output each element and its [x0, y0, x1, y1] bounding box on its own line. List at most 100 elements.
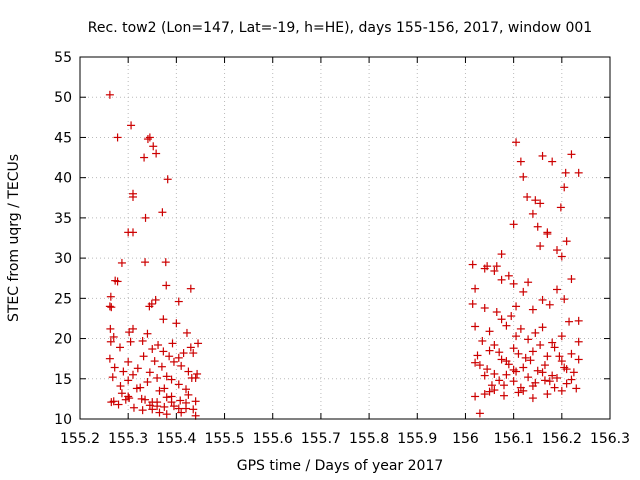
data-point	[117, 389, 126, 398]
data-point	[536, 242, 545, 251]
data-point	[143, 135, 152, 144]
data-point	[138, 336, 147, 345]
data-point	[487, 381, 496, 390]
data-point	[538, 323, 547, 332]
data-point	[174, 404, 183, 413]
data-point	[490, 386, 499, 395]
data-point	[567, 275, 576, 284]
x-tick-label: 155.5	[204, 431, 244, 447]
grid	[80, 57, 610, 419]
data-point	[560, 183, 569, 192]
data-point	[136, 383, 145, 392]
data-point	[502, 321, 511, 330]
data-point	[141, 258, 150, 267]
y-tick-label: 15	[54, 372, 72, 388]
x-tick-label: 155.7	[301, 431, 341, 447]
data-point	[167, 392, 176, 401]
data-point	[567, 150, 576, 159]
data-point	[567, 375, 576, 384]
data-point	[145, 133, 154, 142]
data-point	[176, 396, 185, 405]
data-point	[468, 299, 477, 308]
data-point	[528, 382, 537, 391]
data-point	[113, 277, 122, 286]
data-point	[153, 402, 162, 411]
data-point	[186, 343, 195, 352]
data-point	[485, 346, 494, 355]
data-point	[526, 356, 535, 365]
data-point	[154, 340, 163, 349]
data-point	[141, 395, 150, 404]
data-point	[124, 392, 133, 401]
data-point	[550, 343, 559, 352]
data-point	[516, 324, 525, 333]
data-point	[158, 208, 167, 217]
data-point	[565, 317, 574, 326]
data-point	[514, 349, 523, 358]
data-point	[106, 337, 115, 346]
data-point	[519, 172, 528, 181]
data-point	[557, 332, 566, 341]
data-point	[126, 337, 135, 346]
data-point	[125, 394, 134, 403]
data-point	[109, 397, 118, 406]
data-point	[471, 392, 480, 401]
data-point	[533, 222, 542, 231]
x-tick-label: 155.8	[349, 431, 389, 447]
data-point	[574, 337, 583, 346]
data-point	[536, 199, 545, 208]
data-point	[509, 220, 518, 229]
data-point	[562, 237, 571, 246]
data-point	[139, 352, 148, 361]
data-point	[189, 349, 198, 358]
data-point	[165, 352, 174, 361]
data-point	[516, 157, 525, 166]
data-point	[162, 281, 171, 290]
data-point	[485, 327, 494, 336]
data-point	[167, 375, 176, 384]
data-point	[189, 405, 198, 414]
data-point	[548, 157, 557, 166]
data-point	[480, 371, 489, 380]
data-point	[148, 405, 157, 414]
data-point	[557, 386, 566, 395]
data-point	[533, 366, 542, 375]
data-points	[105, 90, 583, 420]
data-point	[179, 349, 188, 358]
data-point	[514, 388, 523, 397]
data-point	[184, 390, 193, 399]
data-point	[572, 384, 581, 393]
data-point	[159, 347, 168, 356]
data-point	[560, 363, 569, 372]
x-tick-label: 155.2	[60, 431, 100, 447]
data-point	[150, 357, 159, 366]
data-point	[174, 353, 183, 362]
data-point	[475, 409, 484, 418]
data-point	[536, 340, 545, 349]
y-tick-label: 45	[54, 130, 72, 146]
data-point	[478, 336, 487, 345]
y-tick-label: 20	[54, 332, 72, 348]
y-tick-label: 25	[54, 291, 72, 307]
data-point	[182, 328, 191, 337]
data-point	[528, 394, 537, 403]
data-point	[184, 367, 193, 376]
data-point	[471, 358, 480, 367]
data-point	[540, 376, 549, 385]
x-tick-label: 156.3	[590, 431, 630, 447]
data-point	[110, 363, 119, 372]
data-point	[519, 386, 528, 395]
data-point	[191, 397, 200, 406]
data-point	[475, 361, 484, 370]
data-point	[509, 377, 518, 386]
y-axis-label: STEC from uqrg / TECUs	[6, 154, 22, 322]
data-point	[182, 385, 190, 394]
data-point	[129, 403, 138, 412]
data-point	[119, 367, 128, 376]
data-point	[497, 275, 506, 284]
data-point	[562, 379, 571, 388]
data-point	[174, 380, 183, 389]
data-point	[490, 266, 499, 275]
data-point	[509, 279, 518, 288]
